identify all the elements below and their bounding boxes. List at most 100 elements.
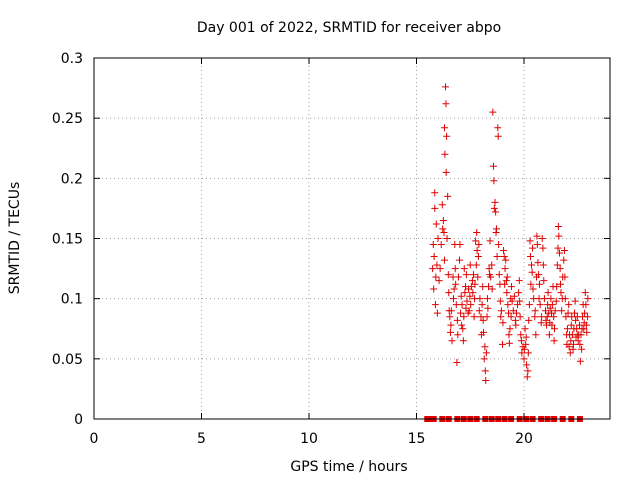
data-point — [508, 297, 516, 305]
data-point — [521, 325, 529, 333]
data-point — [566, 349, 574, 357]
data-point — [528, 261, 536, 269]
data-point — [463, 297, 471, 305]
data-point — [505, 331, 513, 339]
data-point — [440, 124, 448, 132]
data-point — [487, 273, 495, 281]
x-axis-label: GPS time / hours — [290, 459, 407, 475]
data-point — [431, 204, 439, 212]
data-point — [517, 331, 525, 339]
data-point — [522, 333, 530, 341]
data-point — [554, 244, 562, 252]
data-point — [432, 273, 440, 281]
data-point — [525, 316, 533, 324]
data-point — [529, 244, 537, 252]
data-point — [505, 309, 513, 317]
y-tick-label: 0.2 — [61, 171, 83, 187]
data-point — [484, 304, 492, 312]
data-point — [515, 289, 523, 297]
data-point — [514, 301, 522, 309]
x-tick-label: 15 — [408, 431, 426, 447]
data-point — [502, 256, 510, 264]
data-point — [510, 292, 518, 300]
data-point — [494, 124, 502, 132]
data-point — [582, 321, 590, 329]
data-point — [447, 321, 455, 329]
data-point — [555, 232, 563, 240]
data-point — [557, 280, 565, 288]
data-point — [458, 321, 466, 329]
data-point — [525, 301, 533, 309]
plot-frame — [93, 57, 611, 420]
data-point — [500, 253, 508, 261]
data-point — [528, 268, 536, 276]
data-point — [431, 301, 439, 309]
data-point — [458, 301, 466, 309]
data-point — [457, 309, 465, 317]
data-point — [524, 367, 532, 375]
data-point — [575, 321, 583, 329]
data-point — [517, 337, 525, 345]
data-point — [443, 132, 451, 140]
data-point — [440, 228, 448, 236]
data-point — [507, 313, 515, 321]
data-point — [533, 232, 541, 240]
data-point — [433, 309, 441, 317]
data-point — [479, 316, 487, 324]
data-point — [523, 373, 531, 381]
data-point — [531, 313, 539, 321]
data-point — [488, 261, 496, 269]
y-tick-label: 0 — [74, 412, 83, 428]
data-point — [469, 289, 477, 297]
data-point — [539, 261, 547, 269]
data-point — [467, 283, 475, 291]
data-point — [456, 241, 464, 249]
data-point — [468, 277, 476, 285]
data-point — [489, 108, 497, 116]
data-point — [501, 280, 509, 288]
data-point — [540, 295, 548, 303]
data-point — [454, 331, 462, 339]
data-point — [505, 339, 513, 347]
data-point — [534, 259, 542, 267]
data-point — [581, 289, 589, 297]
data-point — [572, 316, 580, 324]
data-point — [543, 313, 551, 321]
data-point — [433, 261, 441, 269]
data-point — [483, 313, 491, 321]
data-point — [475, 307, 483, 315]
data-point — [490, 177, 498, 185]
data-point — [563, 325, 571, 333]
data-point — [466, 292, 474, 300]
data-point — [489, 162, 497, 170]
data-point — [518, 349, 526, 357]
data-point — [485, 265, 493, 273]
y-tick-label: 0.15 — [52, 232, 83, 248]
data-point — [442, 168, 450, 176]
data-point — [485, 283, 493, 291]
data-point — [574, 337, 582, 345]
data-point — [545, 331, 553, 339]
data-point — [476, 295, 484, 303]
data-point — [471, 280, 479, 288]
data-point — [451, 265, 459, 273]
data-point — [482, 349, 490, 357]
data-point — [520, 355, 528, 363]
data-point — [577, 331, 585, 339]
data-point — [478, 301, 486, 309]
data-point — [569, 340, 577, 348]
data-point — [429, 241, 437, 249]
data-point — [461, 289, 469, 297]
data-point — [576, 357, 584, 365]
data-point — [450, 285, 458, 293]
data-point — [430, 285, 438, 293]
data-point — [537, 319, 545, 327]
data-point — [547, 295, 555, 303]
grid — [94, 58, 610, 419]
data-point — [554, 222, 562, 230]
data-point — [439, 216, 447, 224]
data-point — [486, 237, 494, 245]
data-point — [503, 289, 511, 297]
axis-ticks: 0 0.05 0.1 0.15 0.2 0.25 0.3 0 5 10 15 20 — [52, 51, 610, 447]
